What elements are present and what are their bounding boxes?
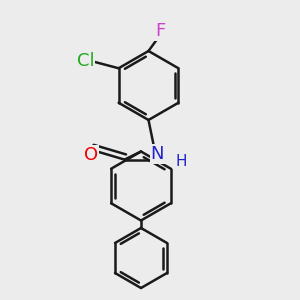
Text: N: N <box>151 145 164 163</box>
Text: H: H <box>176 154 187 169</box>
Text: O: O <box>84 146 99 164</box>
Text: Cl: Cl <box>77 52 94 70</box>
Text: F: F <box>155 22 166 40</box>
